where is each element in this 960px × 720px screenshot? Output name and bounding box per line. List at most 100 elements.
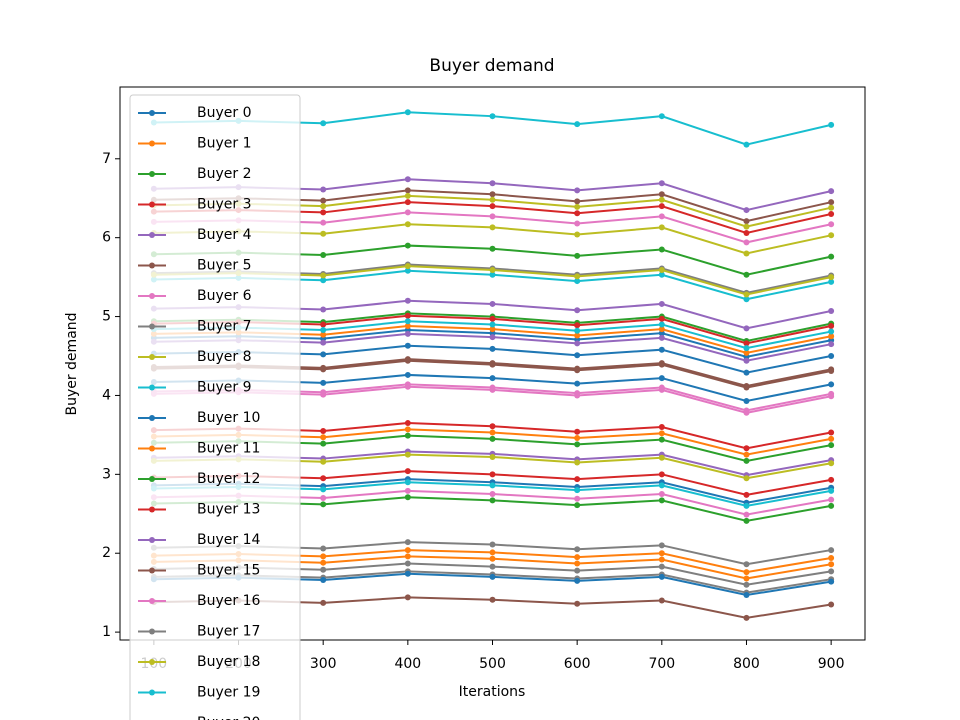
point bbox=[320, 486, 327, 493]
point bbox=[320, 351, 327, 358]
point bbox=[320, 545, 327, 552]
point bbox=[489, 271, 496, 278]
point bbox=[828, 476, 835, 483]
point bbox=[574, 577, 581, 584]
point bbox=[743, 457, 750, 464]
point bbox=[743, 229, 750, 236]
point bbox=[658, 326, 665, 333]
point bbox=[828, 367, 835, 374]
point bbox=[828, 547, 835, 554]
point bbox=[320, 391, 327, 398]
point bbox=[658, 430, 665, 437]
legend-label: Buyer 11 bbox=[197, 441, 260, 457]
point bbox=[489, 549, 496, 556]
point bbox=[320, 339, 327, 346]
point bbox=[743, 502, 750, 509]
point bbox=[404, 323, 411, 330]
point bbox=[828, 502, 835, 509]
point bbox=[828, 496, 835, 503]
legend-label: Buyer 14 bbox=[197, 532, 260, 548]
point bbox=[658, 300, 665, 307]
y-tick-label: 4 bbox=[102, 387, 111, 403]
point bbox=[658, 334, 665, 341]
point bbox=[320, 566, 327, 573]
point bbox=[489, 491, 496, 498]
point bbox=[404, 318, 411, 325]
point bbox=[743, 369, 750, 376]
point bbox=[489, 203, 496, 210]
x-tick-label: 900 bbox=[818, 656, 845, 672]
point bbox=[828, 381, 835, 388]
point bbox=[489, 596, 496, 603]
point bbox=[489, 555, 496, 562]
point bbox=[489, 345, 496, 352]
point bbox=[404, 594, 411, 601]
point bbox=[574, 327, 581, 334]
point bbox=[320, 219, 327, 226]
point bbox=[658, 113, 665, 120]
legend-label: Buyer 17 bbox=[197, 624, 260, 640]
point bbox=[320, 306, 327, 313]
point bbox=[489, 315, 496, 322]
point bbox=[658, 573, 665, 580]
point bbox=[320, 186, 327, 193]
point bbox=[489, 482, 496, 489]
point bbox=[828, 278, 835, 285]
point bbox=[828, 393, 835, 400]
point bbox=[743, 357, 750, 364]
point bbox=[828, 253, 835, 260]
legend-label: Buyer 18 bbox=[197, 654, 260, 670]
point bbox=[574, 121, 581, 128]
point bbox=[320, 427, 327, 434]
point bbox=[658, 224, 665, 231]
point bbox=[828, 308, 835, 315]
point bbox=[743, 511, 750, 518]
point bbox=[404, 109, 411, 116]
legend-marker bbox=[149, 110, 155, 116]
y-axis-label: Buyer demand bbox=[64, 312, 80, 415]
point bbox=[658, 550, 665, 557]
point bbox=[743, 349, 750, 356]
point bbox=[489, 334, 496, 341]
point bbox=[320, 458, 327, 465]
point bbox=[320, 379, 327, 386]
point bbox=[658, 346, 665, 353]
point bbox=[404, 468, 411, 475]
point bbox=[574, 198, 581, 205]
point bbox=[404, 342, 411, 349]
point bbox=[404, 547, 411, 554]
point bbox=[743, 239, 750, 246]
point bbox=[320, 331, 327, 338]
point bbox=[658, 267, 665, 274]
point bbox=[489, 541, 496, 548]
point bbox=[743, 475, 750, 482]
point bbox=[404, 187, 411, 194]
legend-label: Buyer 20 bbox=[197, 715, 260, 720]
point bbox=[320, 434, 327, 441]
point bbox=[320, 120, 327, 127]
legend-label: Buyer 10 bbox=[197, 410, 260, 426]
point bbox=[828, 578, 835, 585]
point bbox=[743, 218, 750, 225]
point bbox=[828, 442, 835, 449]
point bbox=[320, 553, 327, 560]
point bbox=[743, 581, 750, 588]
point bbox=[489, 563, 496, 570]
point bbox=[658, 424, 665, 431]
point bbox=[574, 567, 581, 574]
point bbox=[828, 460, 835, 467]
point bbox=[743, 445, 750, 452]
legend-label: Buyer 19 bbox=[197, 685, 260, 701]
point bbox=[658, 491, 665, 498]
point bbox=[743, 592, 750, 599]
point bbox=[404, 539, 411, 546]
point bbox=[828, 323, 835, 330]
legend-marker bbox=[149, 598, 155, 604]
point bbox=[489, 224, 496, 231]
point bbox=[404, 192, 411, 199]
point bbox=[743, 250, 750, 257]
point bbox=[574, 435, 581, 442]
point bbox=[574, 220, 581, 227]
x-tick-label: 400 bbox=[394, 656, 421, 672]
point bbox=[404, 570, 411, 577]
